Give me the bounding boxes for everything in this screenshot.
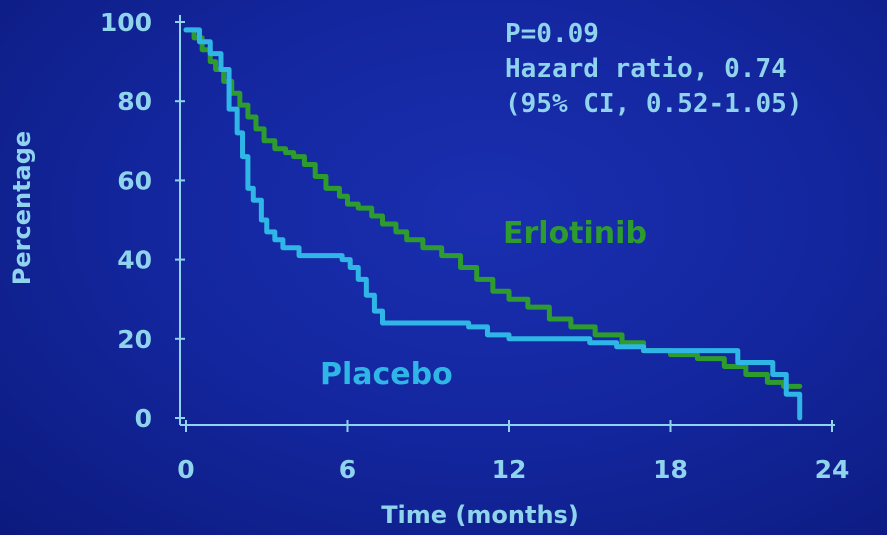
y-tick-label: 80 [117,87,152,116]
y-axis-title: Percentage [8,131,36,285]
x-tick-label: 12 [492,455,527,484]
y-tick-label: 100 [100,8,152,37]
hazard-ratio-annotation: Hazard ratio, 0.74 [505,54,787,84]
erlotinib-survival-line [183,27,803,389]
x-tick-label: 0 [177,455,194,484]
y-tick-label: 20 [117,325,152,354]
x-tick-label: 6 [339,455,356,484]
x-tick-label: 18 [653,455,688,484]
erlotinib-label: Erlotinib [503,216,647,251]
y-tick-label: 60 [117,166,152,195]
placebo-label: Placebo [320,357,453,392]
y-ticks: 100 80 60 40 20 0 [100,8,185,433]
x-tick-label: 24 [815,455,850,484]
y-tick-label: 0 [135,404,152,433]
placebo-survival-line [183,27,803,421]
x-ticks: 0 6 12 18 24 [177,420,849,484]
confidence-interval-annotation: (95% CI, 0.52-1.05) [505,89,802,119]
p-value-annotation: P=0.09 [505,19,599,49]
x-axis-title: Time (months) [381,501,579,529]
series-layer [183,27,803,421]
y-tick-label: 40 [117,246,152,275]
axes [179,15,835,426]
